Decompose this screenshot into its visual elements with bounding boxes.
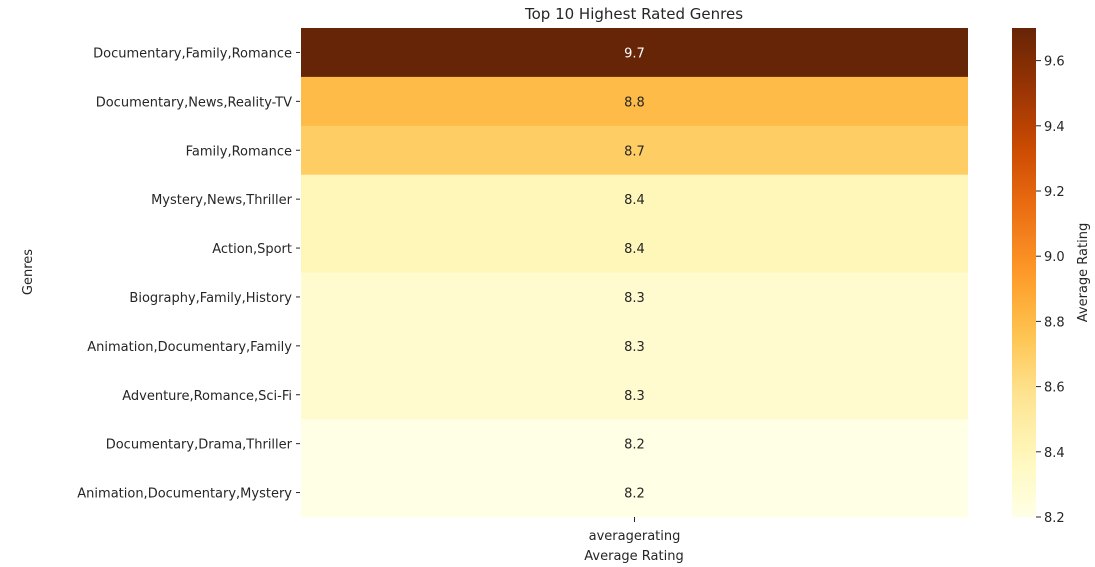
- heatmap-cell: [301, 419, 968, 469]
- chart-title: Top 10 Highest Rated Genres: [524, 5, 743, 23]
- cell-value-label: 8.2: [624, 438, 645, 453]
- colorbar-tick-label: 9.4: [1044, 120, 1065, 135]
- y-tick-label: Action,Sport: [212, 242, 292, 257]
- y-tick-label: Documentary,Drama,Thriller: [106, 438, 293, 453]
- heatmap-cell: [301, 28, 968, 78]
- cell-value-label: 9.7: [624, 46, 645, 61]
- y-tick-label: Family,Romance: [186, 144, 292, 159]
- cell-value-label: 8.2: [624, 487, 645, 502]
- cell-value-label: 8.8: [624, 95, 645, 110]
- y-tick-label: Biography,Family,History: [129, 291, 292, 306]
- colorbar-tick-label: 9.0: [1044, 250, 1065, 265]
- heatmap-cell: [301, 125, 968, 176]
- y-tick-label: Adventure,Romance,Sci-Fi: [122, 389, 292, 404]
- heatmap-cell: [301, 174, 968, 225]
- colorbar: 8.2 8.4 8.6 8.8 9.0 9.2 9.4 9.6 Average Rating: [1012, 28, 1091, 526]
- y-axis-ticks: Documentary,Family,Romance Documentary,Ne…: [77, 46, 300, 502]
- cell-value-label: 8.3: [624, 340, 645, 355]
- heatmap-cell: [301, 223, 968, 273]
- x-axis-ticks: averagerating: [589, 517, 681, 544]
- cell-value-label: 8.3: [624, 291, 645, 306]
- cell-value-label: 8.4: [624, 242, 645, 257]
- y-axis-label: Genres: [21, 249, 36, 295]
- cell-value-label: 8.3: [624, 389, 645, 404]
- colorbar-tick-label: 8.6: [1044, 381, 1065, 396]
- colorbar-label: Average Rating: [1076, 223, 1091, 322]
- heatmap-cell: [301, 321, 968, 371]
- colorbar-tick-label: 8.8: [1044, 315, 1065, 330]
- cell-value-label: 8.4: [624, 193, 645, 208]
- x-tick-label: averagerating: [589, 529, 681, 544]
- colorbar-tick-label: 8.4: [1044, 446, 1065, 461]
- cell-value-label: 8.7: [624, 144, 645, 159]
- y-tick-label: Animation,Documentary,Mystery: [77, 487, 292, 502]
- y-tick-label: Documentary,News,Reality-TV: [96, 95, 292, 110]
- colorbar-tick-label: 8.2: [1044, 511, 1065, 526]
- x-axis-label: Average Rating: [584, 549, 683, 563]
- colorbar-tick-label: 9.2: [1044, 185, 1065, 200]
- heatmap-cell: [301, 272, 968, 322]
- y-tick-label: Animation,Documentary,Family: [87, 340, 292, 355]
- heatmap-cell: [301, 370, 968, 420]
- y-tick-label: Documentary,Family,Romance: [93, 46, 292, 61]
- colorbar-gradient: [1012, 28, 1036, 517]
- y-tick-label: Mystery,News,Thriller: [151, 193, 293, 208]
- heatmap-cell: [301, 468, 968, 518]
- heatmap-cell: [301, 76, 968, 127]
- colorbar-tick-label: 9.6: [1044, 55, 1065, 70]
- heatmap-cells: 9.7 8.8 8.7 8.4 8.4 8.3 8.3 8.3 8.2 8.2: [301, 28, 968, 518]
